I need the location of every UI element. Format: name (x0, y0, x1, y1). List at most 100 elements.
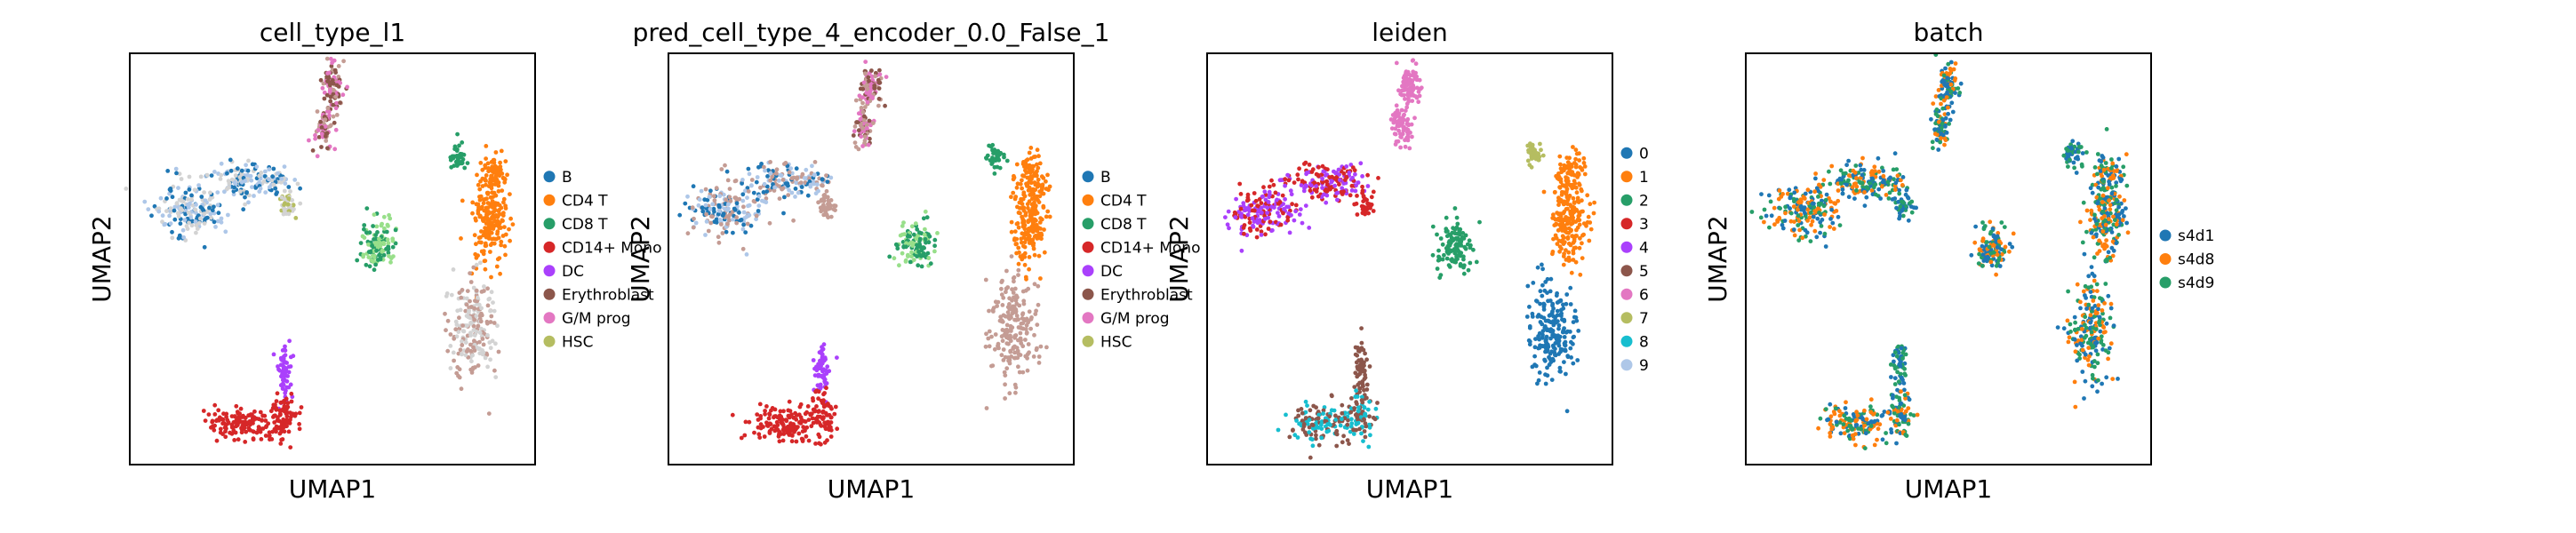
scatter-point (1564, 292, 1570, 297)
scatter-point (771, 182, 775, 187)
scatter-point (327, 89, 332, 93)
scatter-point (490, 182, 494, 187)
scatter-point (1356, 346, 1360, 350)
scatter-point (993, 151, 997, 155)
scatter-point (1852, 170, 1858, 175)
scatter-point (745, 195, 749, 201)
legend-marker (1082, 265, 1094, 277)
scatter-point (243, 202, 247, 207)
scatter-point (1568, 285, 1573, 290)
scatter-point (1316, 164, 1321, 170)
scatter-point (1321, 169, 1326, 174)
scatter-point (1565, 195, 1570, 200)
scatter-point (797, 420, 802, 425)
scatter-point (328, 123, 332, 129)
scatter-point (494, 179, 499, 184)
scatter-point (1016, 325, 1021, 330)
scatter-point (999, 318, 1004, 323)
scatter-point (1436, 248, 1441, 253)
scatter-point (268, 437, 272, 442)
scatter-point (282, 164, 287, 170)
scatter-point (1029, 241, 1035, 246)
scatter-point (1909, 210, 1915, 215)
scatter-point (727, 195, 732, 200)
scatter-point (1252, 208, 1257, 213)
scatter-point (1031, 246, 1036, 251)
scatter-point (1940, 106, 1946, 111)
scatter-point (1811, 214, 1816, 219)
scatter-point (1461, 257, 1466, 262)
scatter-point (987, 344, 992, 349)
scatter-point (1334, 443, 1340, 449)
scatter-point (1543, 318, 1548, 323)
legend-label: G/M prog (1100, 310, 1170, 328)
scatter-point (1562, 335, 1567, 339)
cluster-left-arm (124, 157, 302, 250)
scatter-point (762, 181, 767, 187)
scatter-point (187, 220, 192, 226)
scatter-point (455, 131, 460, 137)
scatter-point (485, 286, 490, 291)
scatter-point (1457, 252, 1461, 258)
scatter-point (1292, 218, 1297, 223)
scatter-point (1579, 166, 1584, 171)
scatter-point (297, 410, 302, 416)
scatter-point (861, 114, 867, 119)
legend-label: 8 (1639, 333, 1649, 351)
scatter-point (387, 212, 391, 218)
scatter-point (794, 426, 799, 431)
scatter-point (463, 308, 468, 314)
scatter-point (1538, 141, 1542, 147)
scatter-point (495, 323, 500, 329)
scatter-point (221, 411, 226, 417)
scatter-point (476, 202, 481, 207)
scatter-point (1567, 220, 1572, 225)
scatter-point (382, 226, 387, 231)
scatter-point (1778, 206, 1782, 211)
scatter-point (497, 211, 502, 217)
scatter-point (1558, 162, 1563, 167)
scatter-point (259, 171, 264, 175)
scatter-point (1283, 177, 1288, 182)
scatter-point (867, 92, 872, 98)
scatter-point (460, 323, 465, 328)
scatter-point (1020, 370, 1026, 375)
scatter-point (906, 254, 910, 259)
scatter-point (160, 213, 165, 219)
scatter-point (471, 345, 476, 350)
scatter-point (491, 177, 496, 181)
scatter-point (1226, 209, 1231, 214)
scatter-point (1836, 214, 1841, 219)
scatter-point (1354, 201, 1359, 206)
scatter-point (1352, 385, 1357, 389)
scatter-point (498, 160, 502, 165)
scatter-point (252, 418, 257, 422)
scatter-point (781, 409, 786, 414)
scatter-point (210, 208, 215, 213)
scatter-point (243, 416, 248, 420)
scatter-point (1911, 205, 1916, 211)
scatter-point (1012, 286, 1018, 291)
scatter-point (1001, 313, 1006, 318)
scatter-point (1779, 195, 1784, 199)
scatter-point (178, 221, 183, 227)
scatter-point (1355, 402, 1359, 407)
scatter-point (232, 438, 237, 442)
scatter-point (794, 166, 799, 171)
legend-marker (1620, 312, 1633, 324)
scatter-point (1808, 239, 1813, 243)
legend-marker (1620, 147, 1633, 159)
cluster-bottom-crescent (730, 386, 840, 447)
scatter-point (341, 59, 346, 64)
scatter-point (1041, 205, 1046, 211)
scatter-point (449, 164, 454, 170)
scatter-point (740, 181, 744, 186)
scatter-point (286, 196, 292, 201)
scatter-point (696, 203, 701, 208)
scatter-point (1354, 360, 1359, 365)
scatter-point (477, 197, 483, 203)
legend-marker (543, 241, 556, 253)
scatter-point (996, 341, 1001, 346)
scatter-point (1581, 155, 1587, 161)
scatter-point (777, 439, 782, 444)
